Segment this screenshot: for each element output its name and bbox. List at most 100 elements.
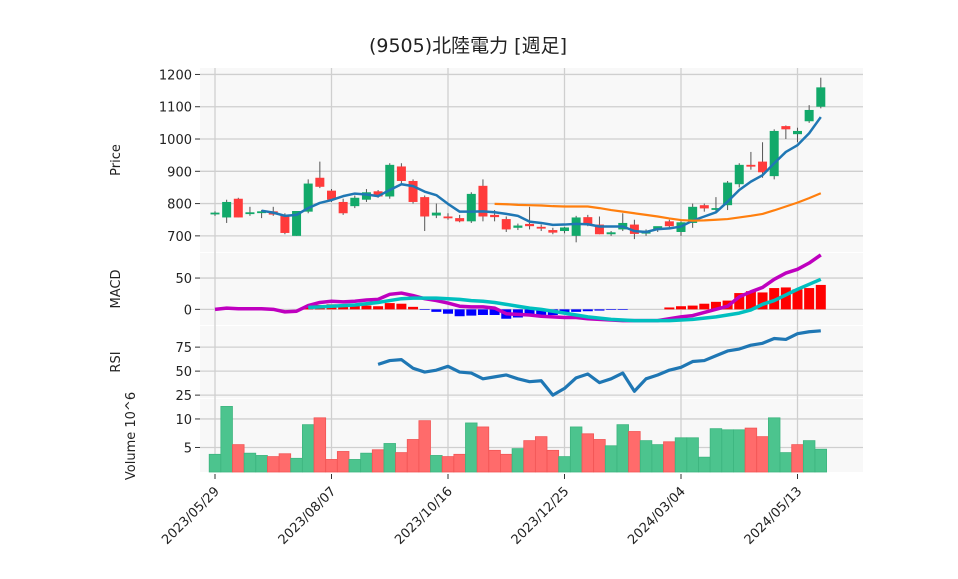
volume-bar	[232, 444, 245, 473]
candle-up	[350, 197, 360, 207]
macd-histogram-bar	[792, 289, 803, 310]
macd-histogram-bar	[815, 284, 826, 310]
candle-down	[501, 219, 511, 230]
candle-up	[711, 208, 721, 210]
macd-histogram-bar	[524, 309, 535, 317]
candle-up	[257, 211, 267, 214]
macd-histogram-bar	[687, 305, 698, 310]
volume-bar	[639, 440, 653, 473]
volume-bar	[243, 452, 257, 473]
candle-up	[303, 183, 313, 212]
volume-bar	[500, 453, 513, 473]
candle-down	[327, 190, 336, 200]
candle-down	[478, 185, 488, 217]
rsi-tick-label: 50	[175, 365, 192, 380]
macd-tick-label: 0	[184, 303, 192, 318]
macd-histogram-bar	[676, 306, 686, 310]
macd-histogram-bar	[710, 301, 721, 310]
macd-histogram-bar	[373, 306, 384, 310]
volume-tick-label: 5	[184, 441, 192, 456]
macd-line	[214, 253, 822, 323]
macd-histogram-bar	[408, 306, 419, 310]
volume-bar	[325, 459, 338, 473]
candle-up	[292, 211, 302, 236]
macd-histogram-bar	[384, 303, 395, 310]
macd-histogram-bar	[349, 305, 360, 310]
candle-down	[455, 218, 465, 222]
volume-bar	[628, 431, 641, 473]
candle-down	[396, 166, 406, 181]
candle-up	[804, 109, 814, 122]
volume-bar	[791, 444, 804, 473]
price-tick-label: 1200	[159, 68, 192, 83]
candle-up	[560, 227, 569, 232]
volume-bar	[395, 452, 408, 473]
candle-down	[699, 205, 709, 209]
candle-down	[280, 214, 290, 233]
volume-bar	[430, 455, 443, 473]
price-tick-label: 1000	[159, 133, 192, 148]
volume-bar	[336, 451, 350, 473]
price-axis-label: Price	[109, 144, 124, 176]
price-tick-label: 900	[167, 165, 192, 180]
macd-histogram-bar	[699, 303, 710, 310]
volume-bar	[360, 452, 373, 473]
volume-bar	[301, 424, 315, 473]
price-tick-label: 800	[167, 198, 192, 213]
candle-down	[525, 223, 535, 227]
volume-bar	[651, 444, 664, 473]
candle-up	[653, 226, 663, 230]
volume-bar	[511, 448, 525, 473]
volume-bar	[371, 449, 385, 473]
candle-up	[361, 192, 371, 200]
x-tick-label: 2024/05/13	[742, 484, 806, 548]
candle-up	[513, 225, 523, 228]
candle-down	[594, 224, 604, 235]
price-tick-label: 700	[167, 230, 192, 245]
candle-down	[315, 177, 325, 187]
macd-axis-label: MACD	[109, 270, 124, 309]
candle-down	[490, 214, 500, 218]
candle-down	[233, 198, 243, 218]
candle-up	[793, 130, 802, 135]
candle-down	[664, 221, 674, 227]
volume-bar	[663, 441, 676, 473]
volume-bar	[535, 436, 548, 473]
macd-histogram-bar	[338, 305, 349, 310]
x-tick-label: 2024/03/04	[625, 484, 689, 548]
ma-long-line	[494, 192, 822, 222]
candle-down	[420, 197, 430, 217]
rsi-panel-bg	[200, 326, 863, 398]
volume-bar	[348, 459, 362, 473]
macd-histogram-bar	[664, 307, 675, 310]
macd-histogram-bar	[594, 309, 605, 311]
macd-histogram-bar	[804, 288, 815, 310]
candle-down	[536, 226, 546, 229]
rsi-line	[377, 329, 821, 397]
candle-up	[688, 206, 698, 223]
volume-bar	[616, 424, 629, 473]
volume-bar	[709, 428, 723, 473]
volume-bar	[698, 456, 711, 473]
volume-bar	[220, 406, 233, 473]
candle-up	[222, 201, 232, 218]
macd-histogram-bar	[303, 307, 314, 310]
price-tick-label: 1100	[159, 101, 192, 116]
macd-histogram-bar	[606, 309, 617, 310]
x-tick-label: 2023/10/16	[392, 484, 456, 548]
candle-up	[816, 87, 826, 107]
macd-histogram-bar	[443, 309, 453, 314]
volume-bar	[604, 445, 618, 473]
volume-bar	[674, 437, 688, 473]
volume-bar	[406, 439, 420, 473]
volume-bar	[546, 449, 560, 473]
candle-up	[769, 130, 779, 177]
candle-up	[723, 182, 733, 206]
chart-title: (9505)北陸電力 [週足]	[369, 35, 567, 57]
volume-bar	[313, 417, 327, 473]
candle-up	[385, 164, 395, 197]
candle-down	[781, 126, 791, 130]
macd-histogram-bar	[466, 309, 477, 316]
rsi-axis-label: RSI	[109, 351, 124, 372]
macd-tick-label: 50	[175, 272, 192, 287]
